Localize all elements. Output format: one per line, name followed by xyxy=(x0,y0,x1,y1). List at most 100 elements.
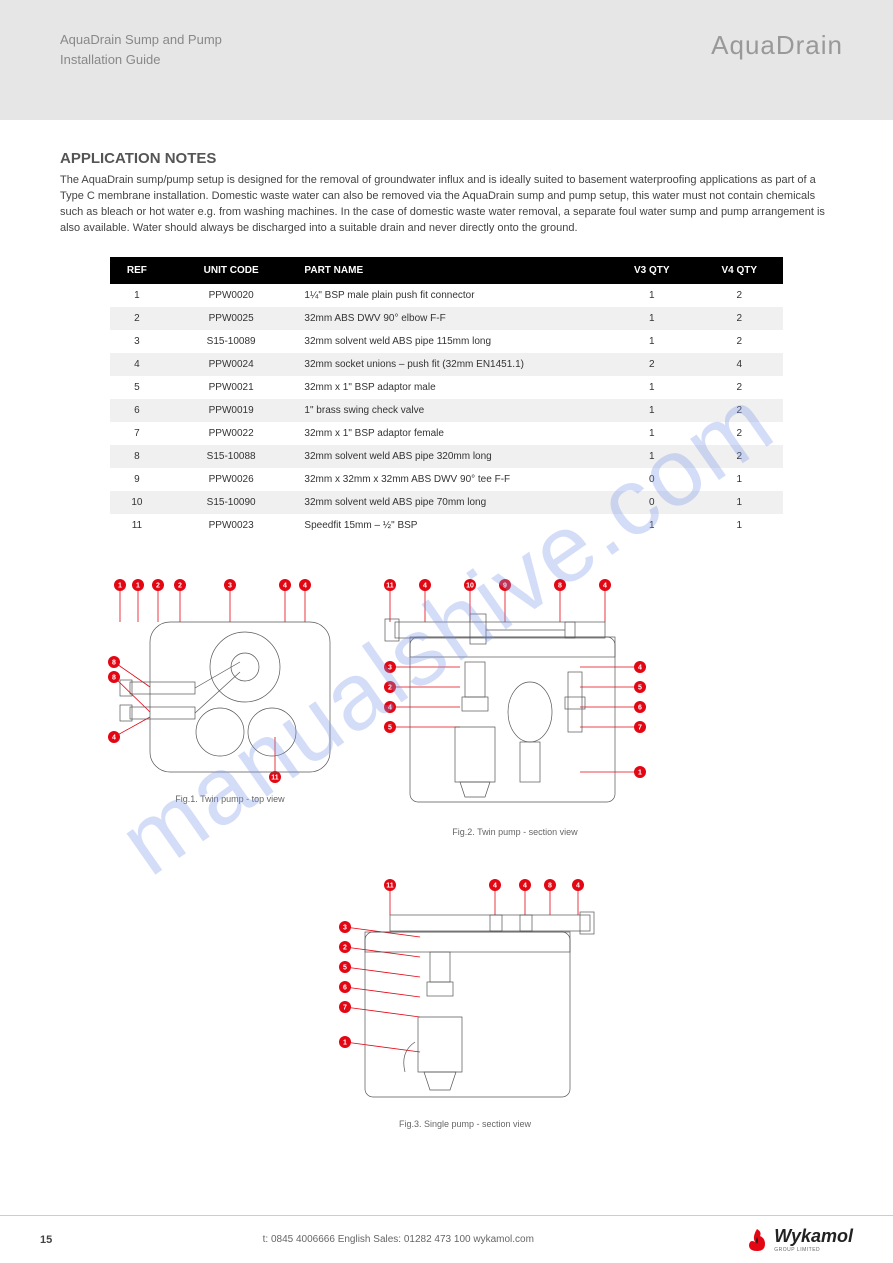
svg-text:5: 5 xyxy=(638,684,642,691)
svg-text:4: 4 xyxy=(388,704,392,711)
svg-text:4: 4 xyxy=(283,582,287,589)
svg-text:1: 1 xyxy=(118,582,122,589)
table-row: 10S15-1009032mm solvent weld ABS pipe 70… xyxy=(110,491,783,514)
svg-text:4: 4 xyxy=(493,882,497,889)
table-cell: 1 xyxy=(608,514,695,537)
header-line-2: Installation Guide xyxy=(60,50,222,70)
table-cell: 0 xyxy=(608,491,695,514)
table-cell: 4 xyxy=(110,353,164,376)
table-cell: S15-10088 xyxy=(164,445,299,468)
fig1-caption: Fig.1. Twin pump - top view xyxy=(175,794,285,804)
svg-text:4: 4 xyxy=(112,734,116,741)
svg-text:4: 4 xyxy=(303,582,307,589)
logo-subtext: GROUP LIMITED xyxy=(774,1247,853,1253)
svg-text:4: 4 xyxy=(523,882,527,889)
table-cell: 2 xyxy=(695,422,782,445)
table-row: 3S15-1008932mm solvent weld ABS pipe 115… xyxy=(110,330,783,353)
table-cell: PPW0019 xyxy=(164,399,299,422)
svg-text:2: 2 xyxy=(178,582,182,589)
table-cell: 1" brass swing check valve xyxy=(298,399,608,422)
svg-text:5: 5 xyxy=(343,964,347,971)
svg-text:6: 6 xyxy=(343,984,347,991)
svg-text:8: 8 xyxy=(558,582,562,589)
table-row: 7PPW002232mm x 1" BSP adaptor female12 xyxy=(110,422,783,445)
svg-text:4: 4 xyxy=(576,882,580,889)
svg-text:4: 4 xyxy=(603,582,607,589)
table-cell: 8 xyxy=(110,445,164,468)
col-ref: REF xyxy=(110,257,164,284)
notes-heading: APPLICATION NOTES xyxy=(60,150,833,167)
header-subtitle-block: AquaDrain Sump and Pump Installation Gui… xyxy=(60,30,222,120)
diagrams-area: 112234488411 Fig.1. Twin pump - top view… xyxy=(60,567,833,1187)
svg-text:3: 3 xyxy=(228,582,232,589)
table-cell: S15-10089 xyxy=(164,330,299,353)
col-part-name: PART NAME xyxy=(298,257,608,284)
svg-text:2: 2 xyxy=(343,944,347,951)
table-row: 2PPW002532mm ABS DWV 90° elbow F-F12 xyxy=(110,307,783,330)
svg-text:3: 3 xyxy=(388,664,392,671)
table-cell: 2 xyxy=(695,330,782,353)
table-cell: 1 xyxy=(608,445,695,468)
table-row: 9PPW002632mm x 32mm x 32mm ABS DWV 90° t… xyxy=(110,468,783,491)
svg-text:8: 8 xyxy=(112,659,116,666)
table-cell: 1 xyxy=(608,422,695,445)
table-cell: PPW0022 xyxy=(164,422,299,445)
table-cell: 2 xyxy=(608,353,695,376)
table-cell: 1 xyxy=(608,284,695,307)
header-title: AquaDrain xyxy=(711,30,843,120)
table-row: 8S15-1008832mm solvent weld ABS pipe 320… xyxy=(110,445,783,468)
fig2-caption: Fig.2. Twin pump - section view xyxy=(452,827,578,837)
table-cell: 6 xyxy=(110,399,164,422)
table-cell: 1 xyxy=(608,399,695,422)
table-cell: 1 xyxy=(608,307,695,330)
table-cell: PPW0026 xyxy=(164,468,299,491)
col-unit-code: UNIT CODE xyxy=(164,257,299,284)
fig1-twin-pump-top: 112234488411 Fig.1. Twin pump - top view xyxy=(100,567,360,807)
table-cell: PPW0021 xyxy=(164,376,299,399)
col-v3-qty: V3 QTY xyxy=(608,257,695,284)
fig3-caption: Fig.3. Single pump - section view xyxy=(399,1119,532,1129)
flame-icon xyxy=(744,1227,770,1253)
table-row: 6PPW00191" brass swing check valve12 xyxy=(110,399,783,422)
table-cell: 1¼" BSP male plain push fit connector xyxy=(298,284,608,307)
svg-text:8: 8 xyxy=(112,674,116,681)
table-cell: 2 xyxy=(695,307,782,330)
table-row: 11PPW0023Speedfit 15mm – ½" BSP11 xyxy=(110,514,783,537)
table-cell: 32mm socket unions – push fit (32mm EN14… xyxy=(298,353,608,376)
logo-text: Wykamol xyxy=(774,1226,853,1247)
table-cell: 5 xyxy=(110,376,164,399)
svg-text:1: 1 xyxy=(343,1039,347,1046)
header-line-1: AquaDrain Sump and Pump xyxy=(60,30,222,50)
table-cell: 0 xyxy=(608,468,695,491)
footer-contact: t: 0845 4006666 English Sales: 01282 473… xyxy=(263,1234,534,1245)
fig2-twin-pump-section: 11410984324545671 Fig.2. Twin pump - sec… xyxy=(370,567,660,847)
table-cell: 32mm solvent weld ABS pipe 115mm long xyxy=(298,330,608,353)
fig3-single-pump-section: 114484325671 Fig.3. Single pump - sectio… xyxy=(320,867,610,1137)
svg-text:11: 11 xyxy=(271,774,279,781)
table-cell: 10 xyxy=(110,491,164,514)
table-cell: 3 xyxy=(110,330,164,353)
svg-text:5: 5 xyxy=(388,724,392,731)
table-row: 4PPW002432mm socket unions – push fit (3… xyxy=(110,353,783,376)
table-cell: 2 xyxy=(695,445,782,468)
table-cell: 2 xyxy=(695,399,782,422)
svg-text:7: 7 xyxy=(343,1004,347,1011)
table-cell: PPW0024 xyxy=(164,353,299,376)
svg-text:7: 7 xyxy=(638,724,642,731)
table-cell: 11 xyxy=(110,514,164,537)
page-number: 15 xyxy=(40,1234,52,1246)
notes-body: The AquaDrain sump/pump setup is designe… xyxy=(60,173,833,237)
table-cell: 32mm x 1" BSP adaptor female xyxy=(298,422,608,445)
brand-logo: Wykamol GROUP LIMITED xyxy=(744,1226,853,1253)
table-cell: 1 xyxy=(695,514,782,537)
col-v4-qty: V4 QTY xyxy=(695,257,782,284)
table-cell: 9 xyxy=(110,468,164,491)
parts-table: REF UNIT CODE PART NAME V3 QTY V4 QTY 1 P… xyxy=(110,257,783,537)
svg-text:1: 1 xyxy=(638,769,642,776)
table-cell: 32mm x 32mm x 32mm ABS DWV 90° tee F-F xyxy=(298,468,608,491)
table-cell: 7 xyxy=(110,422,164,445)
table-cell: 32mm solvent weld ABS pipe 320mm long xyxy=(298,445,608,468)
table-cell: PPW0020 xyxy=(164,284,299,307)
table-cell: 1 xyxy=(608,330,695,353)
table-row: 1 PPW00201¼" BSP male plain push fit conn… xyxy=(110,284,783,307)
